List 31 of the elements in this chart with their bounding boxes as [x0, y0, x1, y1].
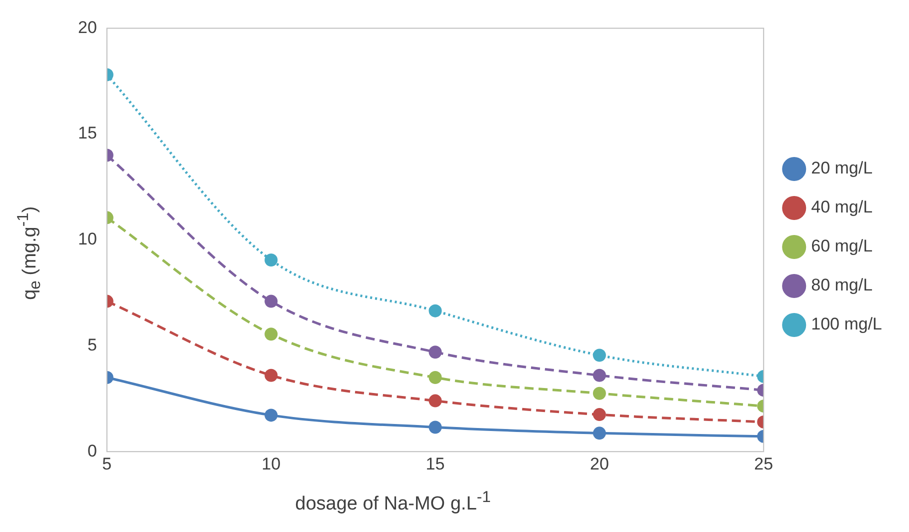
point — [428, 420, 442, 434]
point — [592, 408, 606, 422]
x-tick-label: 25 — [754, 454, 774, 474]
x-tick-label: 20 — [590, 454, 609, 474]
point — [428, 346, 442, 359]
y-tick-label: 10 — [78, 230, 97, 249]
point — [264, 368, 278, 382]
point — [592, 386, 606, 400]
point — [592, 348, 606, 362]
point — [264, 408, 278, 422]
legend-label: 40 mg/L — [811, 198, 873, 217]
y-tick-label: 0 — [87, 441, 97, 460]
x-tick-label: 15 — [426, 454, 445, 474]
legend-label: 20 mg/L — [811, 158, 873, 178]
point — [592, 426, 606, 440]
y-tick-label: 5 — [87, 335, 97, 354]
point — [264, 254, 278, 267]
point — [592, 368, 606, 382]
x-axis-title: dosage of Na-MO g.L$^{-1}$ — [294, 488, 492, 516]
y-tick-label: 20 — [78, 18, 97, 37]
y-tick-label: 15 — [78, 124, 97, 143]
x-tick-label: 5 — [102, 454, 112, 474]
legend-label: 60 mg/L — [811, 236, 873, 256]
point — [428, 394, 442, 408]
x-tick-label: 10 — [262, 454, 281, 474]
legend-label: 80 mg/L — [811, 276, 873, 295]
point — [428, 371, 442, 384]
point — [428, 304, 442, 318]
point — [264, 328, 278, 341]
legend-label: 100 mg/L — [811, 314, 882, 334]
point — [264, 294, 278, 308]
